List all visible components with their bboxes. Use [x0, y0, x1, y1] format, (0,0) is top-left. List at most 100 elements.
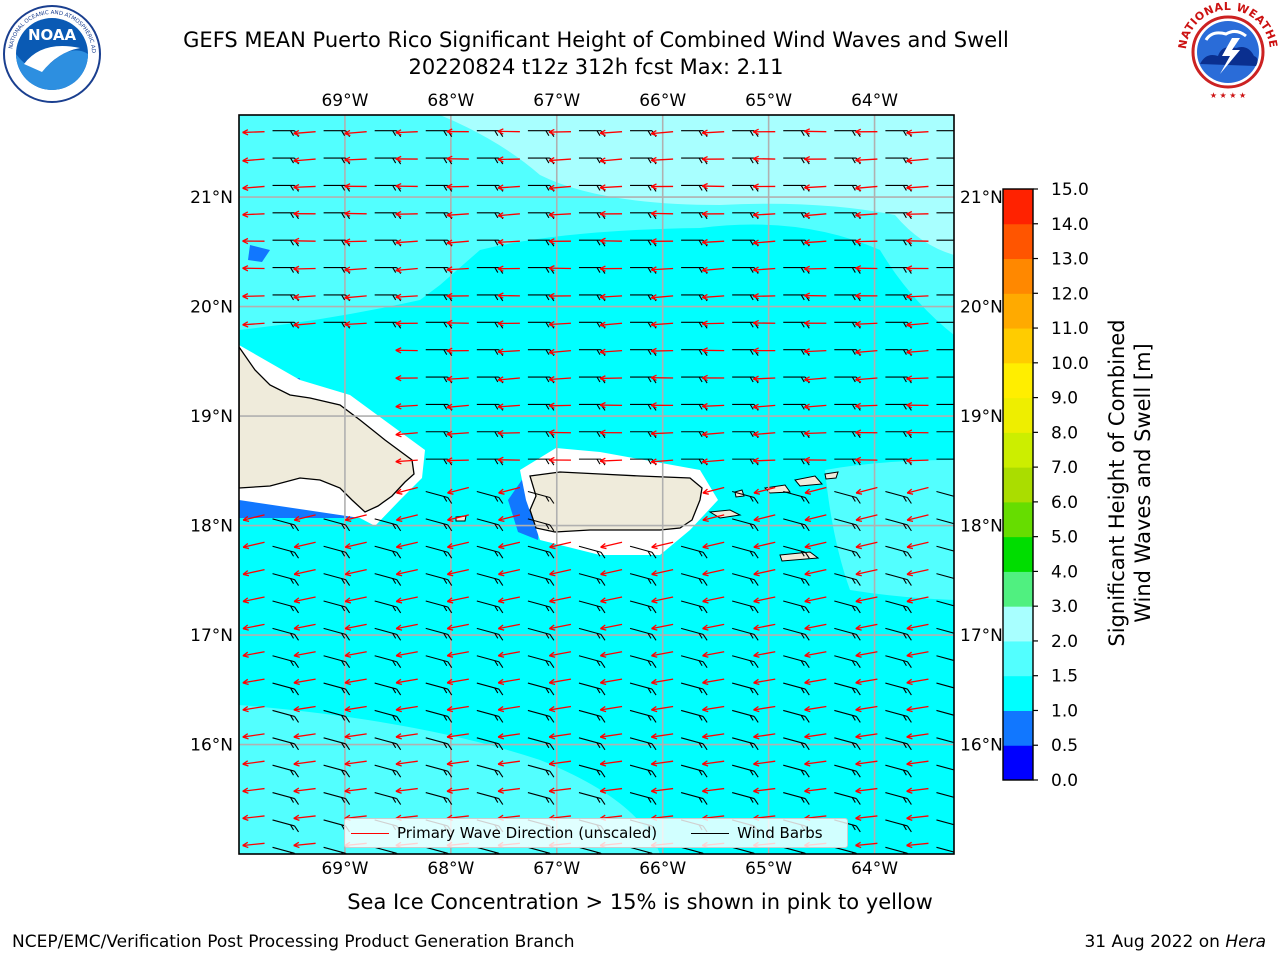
wave-arrow — [855, 841, 878, 849]
svg-text:★ ★ ★ ★: ★ ★ ★ ★ — [1210, 91, 1246, 100]
wave-arrow — [650, 183, 674, 190]
wave-arrow — [650, 733, 674, 740]
wave-arrow — [752, 375, 776, 382]
lon-tick-label: 69°W — [321, 91, 368, 111]
wave-arrow — [701, 320, 725, 327]
wind-barb — [578, 737, 606, 751]
wave-arrow — [651, 596, 674, 604]
wind-barb — [680, 627, 708, 641]
wave-arrow — [344, 156, 367, 163]
wind-barb — [476, 600, 504, 614]
noaa-logo: NOAA NATIONAL OCEANIC AND ATMOSPHERIC AD… — [2, 4, 101, 103]
wave-arrow — [242, 237, 265, 245]
wind-barb — [885, 655, 912, 669]
wind-barb — [885, 682, 912, 696]
wave-arrow — [752, 319, 776, 327]
wave-arrow — [855, 651, 878, 658]
wave-arrow — [242, 211, 265, 218]
wave-arrow — [497, 787, 520, 794]
wave-arrow — [804, 623, 827, 631]
wave-arrow — [497, 705, 520, 713]
wind-barb — [272, 600, 299, 614]
svg-text:NOAA: NOAA — [28, 26, 77, 44]
wave-arrow — [395, 239, 418, 246]
wind-barb — [936, 157, 954, 159]
wave-arrow — [395, 733, 418, 740]
wind-barb — [936, 573, 954, 579]
wind-barb — [272, 682, 299, 696]
wave-arrow — [906, 541, 929, 550]
wave-arrow — [753, 787, 776, 794]
wind-barb — [578, 655, 606, 669]
wave-arrow — [752, 403, 776, 410]
wave-arrow — [701, 238, 725, 246]
wave-arrow — [293, 678, 316, 686]
wind-barb — [323, 545, 351, 559]
wave-arrow — [906, 787, 929, 794]
wave-arrow — [650, 760, 674, 767]
wind-barb — [629, 764, 657, 778]
wave-arrow — [242, 514, 265, 523]
wave-arrow — [549, 568, 572, 577]
wave-arrow — [344, 678, 367, 686]
wave-arrow — [242, 129, 265, 136]
wave-arrow — [753, 623, 776, 631]
wave-arrow — [702, 678, 725, 686]
wave-arrow — [906, 265, 929, 272]
wind-barb — [732, 490, 759, 504]
wave-arrow — [395, 568, 418, 577]
wave-arrow — [497, 733, 520, 740]
colorbar-bin — [1003, 293, 1033, 329]
colorbar-tick-label: 12.0 — [1051, 284, 1089, 304]
wind-barb — [680, 573, 708, 586]
wave-arrow — [395, 651, 418, 658]
wave-arrow — [701, 430, 725, 438]
wave-arrow — [548, 787, 572, 794]
wave-arrow — [599, 401, 623, 409]
wave-arrow — [497, 238, 520, 246]
wind-barb — [732, 518, 759, 532]
wave-arrow — [497, 212, 520, 219]
wave-arrow — [906, 457, 929, 464]
wave-arrow — [446, 651, 469, 658]
wind-barb — [834, 682, 861, 696]
wave-arrow — [804, 265, 827, 273]
wind-barb — [885, 792, 912, 805]
wave-arrow — [906, 237, 929, 245]
wave-arrow — [293, 814, 316, 821]
wave-arrow — [549, 596, 572, 604]
wave-arrow — [701, 293, 725, 301]
axis-ticks: 69°W 69°W 68°W 68°W 67°W 67°W 66°W 66°W 65°W 65°W… — [190, 91, 1003, 879]
wave-arrow — [344, 787, 367, 794]
wave-arrow — [906, 184, 929, 191]
wave-arrow — [344, 129, 367, 137]
wave-arrow — [293, 760, 316, 767]
wave-arrow — [753, 596, 776, 604]
wind-barb — [732, 627, 759, 641]
wind-barb — [425, 709, 453, 723]
wave-arrow — [651, 651, 674, 658]
wind-barb — [527, 600, 555, 614]
wave-arrow — [753, 733, 776, 740]
wave-arrow — [599, 210, 623, 218]
wave-arrow — [395, 541, 418, 550]
wind-barb — [629, 573, 657, 586]
puerto-rico-landmass — [529, 471, 703, 533]
wind-barb — [834, 600, 861, 614]
wave-arrow — [804, 705, 827, 713]
wave-arrow — [242, 705, 265, 713]
colorbar-label: Significant Height of Combined Wind Wave… — [1104, 293, 1156, 673]
wave-arrow — [855, 733, 878, 740]
lat-tick-label: 17°N — [190, 626, 233, 646]
wave-arrow — [600, 596, 623, 604]
wind-barb — [732, 792, 759, 805]
colorbar-bin — [1003, 362, 1033, 399]
wave-arrow — [446, 705, 469, 713]
wind-barb — [783, 627, 810, 641]
colorbar-label-line2: Wind Waves and Swell [m] — [1131, 343, 1155, 623]
wave-arrow — [701, 182, 725, 190]
wind-barb — [629, 627, 657, 641]
wind-barb — [885, 709, 912, 723]
wave-arrow — [752, 347, 776, 354]
wind-barb — [374, 573, 402, 586]
